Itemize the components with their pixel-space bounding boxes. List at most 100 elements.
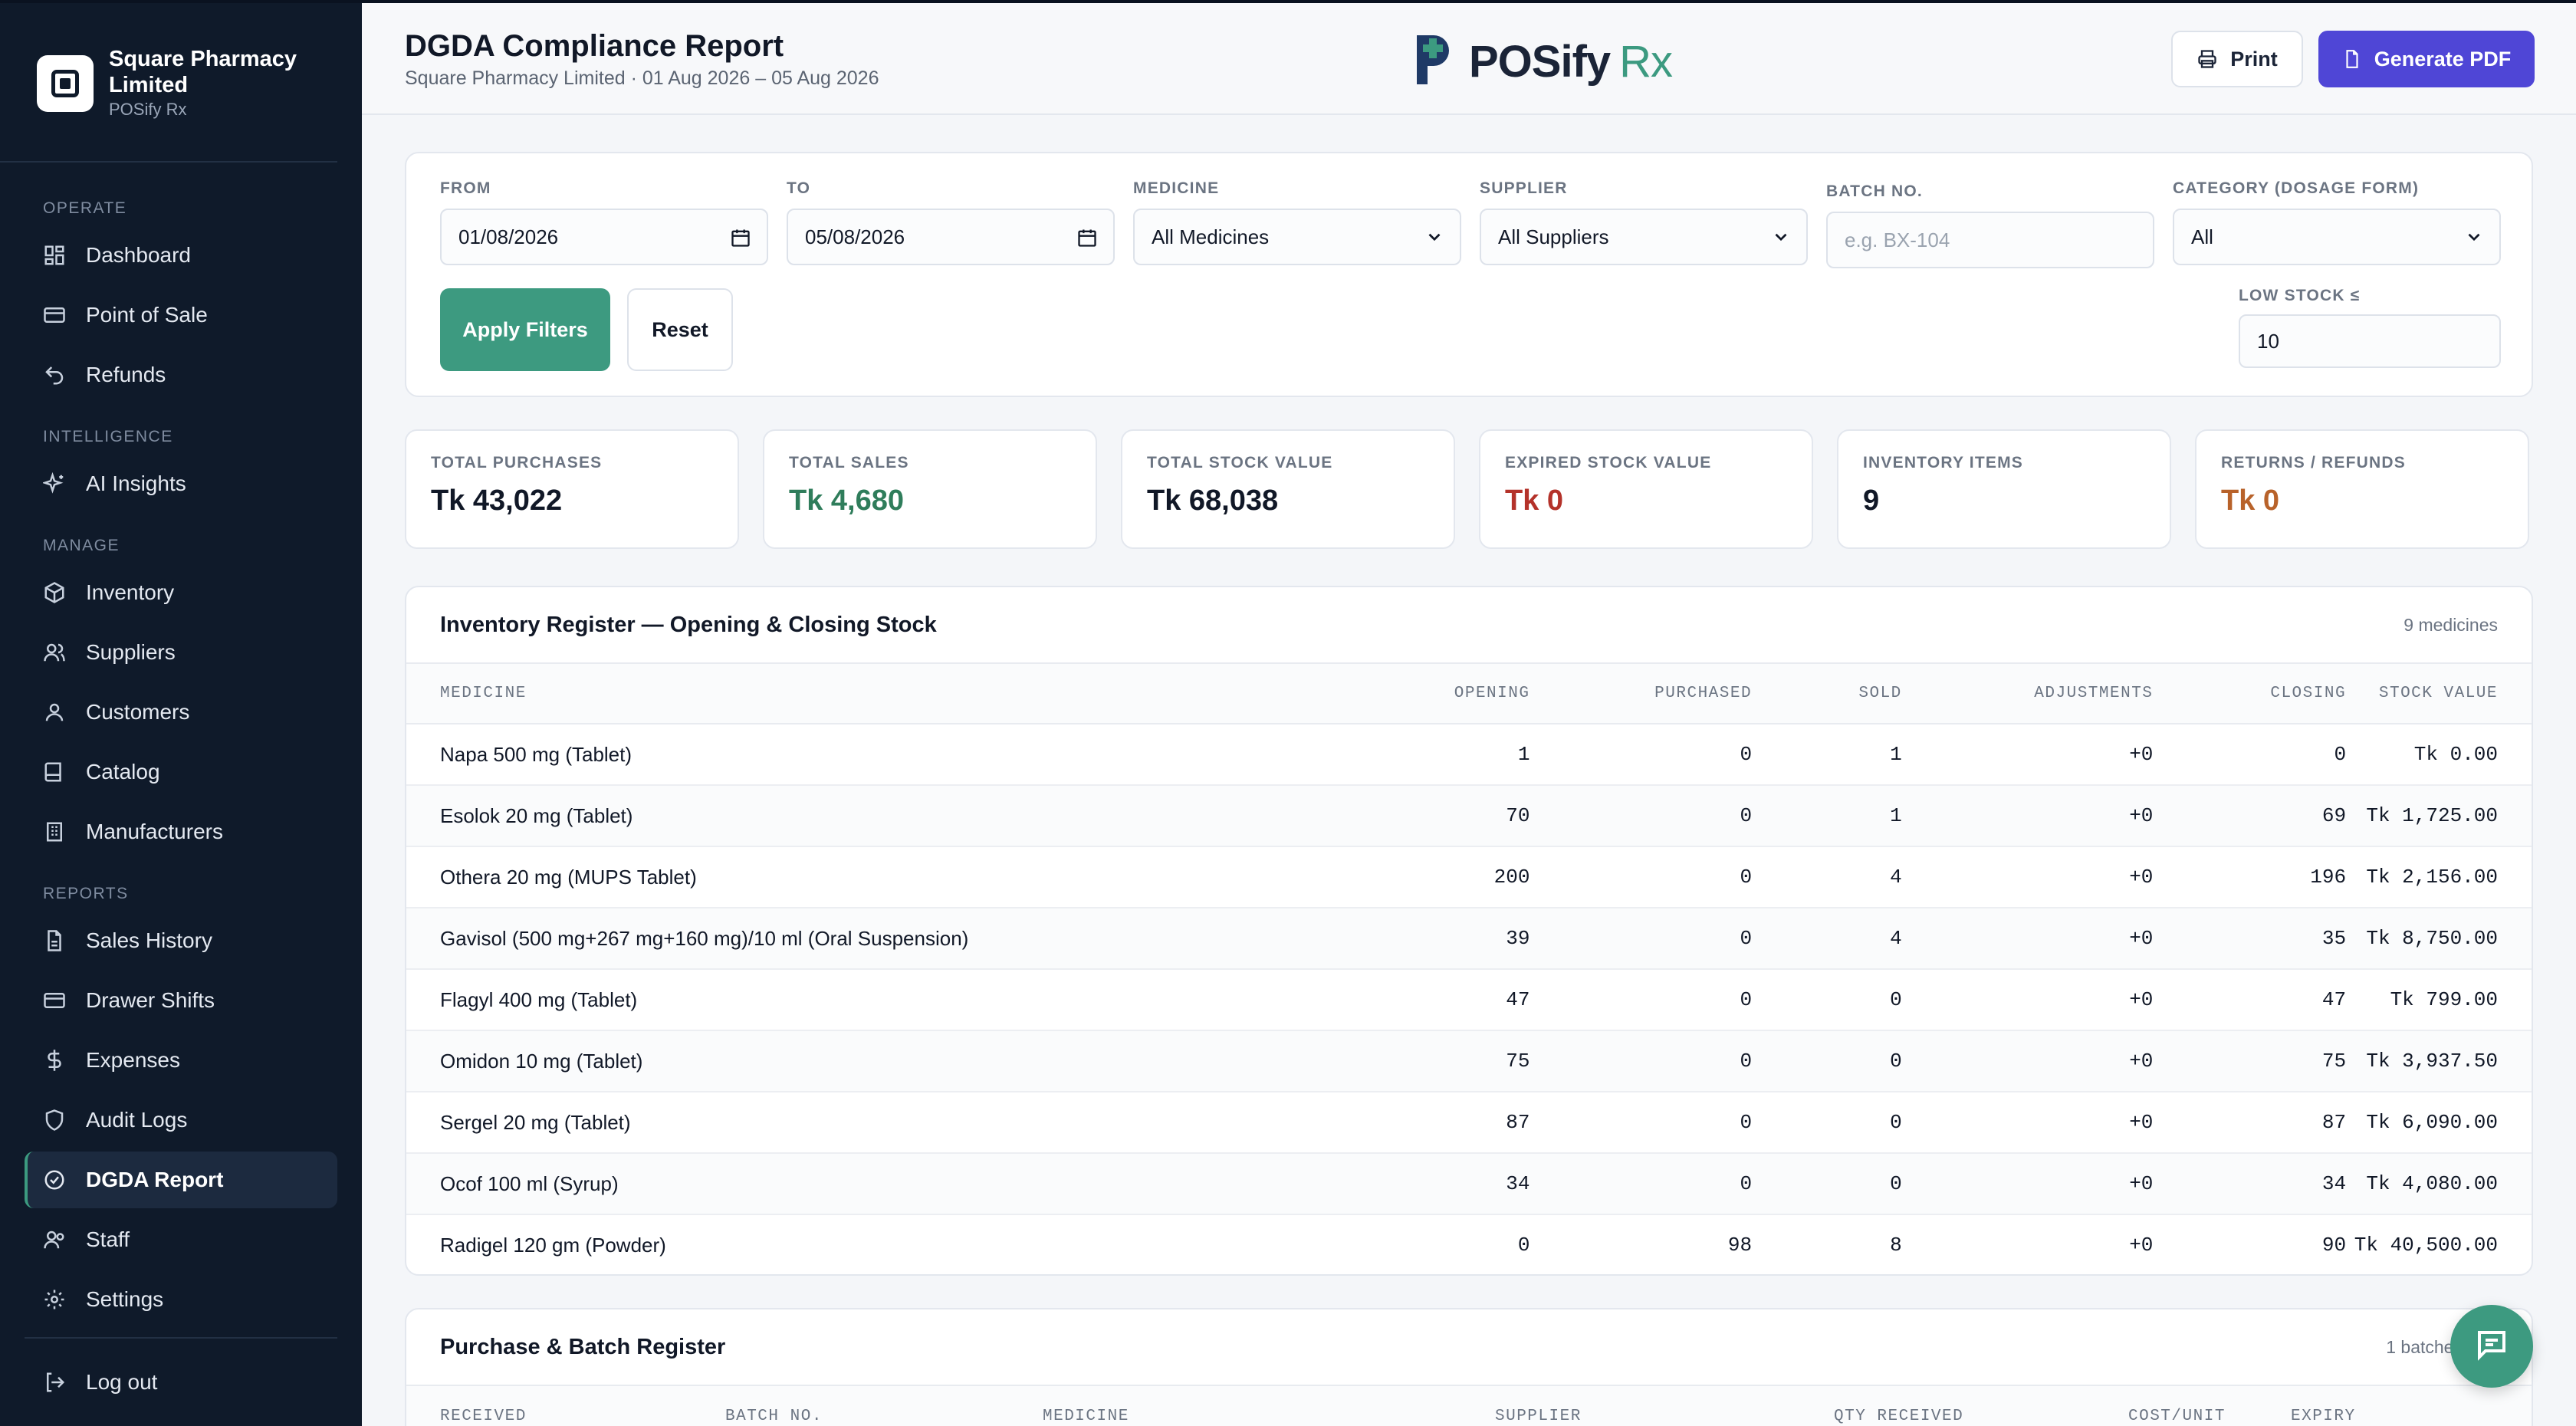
- value-cell: 75: [1349, 1030, 1530, 1092]
- value-cell: +0: [1901, 1092, 2154, 1154]
- stat-value: Tk 0: [2221, 485, 2280, 517]
- value-cell: 0: [1349, 1214, 1530, 1274]
- batch-input[interactable]: e.g. BX-104: [1826, 212, 2154, 268]
- logout-button[interactable]: Log out: [25, 1354, 337, 1411]
- low-stock-input[interactable]: 10: [2239, 314, 2501, 368]
- column-header[interactable]: COST/UNIT: [2128, 1408, 2226, 1425]
- value-cell: 0: [1530, 846, 1753, 909]
- medicine-cell: Flagyl 400 mg (Tablet): [406, 969, 1349, 1031]
- value-cell: 4: [1752, 846, 1902, 909]
- medicine-cell: Gavisol (500 mg+267 mg+160 mg)/10 ml (Or…: [406, 908, 1349, 970]
- value-cell: 34: [2153, 1153, 2347, 1215]
- column-header[interactable]: PURCHASED: [1530, 664, 1753, 724]
- value-cell: Tk 6,090.00: [2346, 1092, 2532, 1154]
- value-cell: Tk 2,156.00: [2346, 846, 2532, 909]
- chevron-down-icon: [2464, 227, 2484, 247]
- reset-button[interactable]: Reset: [627, 288, 733, 371]
- value-cell: 1: [1349, 724, 1530, 786]
- sidebar-item-expenses[interactable]: Expenses: [25, 1032, 337, 1089]
- value-cell: 0: [1752, 1030, 1902, 1092]
- card-icon: [41, 302, 67, 328]
- inventory-table: MEDICINE OPENING PURCHASED SOLD ADJUSTME…: [406, 664, 2532, 1274]
- page-subtitle: Square Pharmacy Limited · 01 Aug 2026 – …: [405, 67, 879, 89]
- column-header[interactable]: OPENING: [1349, 664, 1530, 724]
- print-button[interactable]: Print: [2171, 31, 2303, 87]
- header: DGDA Compliance Report Square Pharmacy L…: [362, 0, 2576, 115]
- purchase-register-card: Purchase & Batch Register 1 batches · 98…: [405, 1308, 2533, 1426]
- column-header[interactable]: SOLD: [1752, 664, 1902, 724]
- stat-value: Tk 0: [1505, 485, 1564, 517]
- sidebar-item-sales-history[interactable]: Sales History: [25, 912, 337, 969]
- sidebar-item-refunds[interactable]: Refunds: [25, 347, 337, 403]
- drawer-icon: [41, 987, 67, 1014]
- medicine-cell: Othera 20 mg (MUPS Tablet): [406, 846, 1349, 909]
- column-header[interactable]: ADJUSTMENTS: [1901, 664, 2154, 724]
- column-header[interactable]: EXPIRY: [2291, 1408, 2356, 1425]
- from-date-input[interactable]: 01/08/2026: [440, 209, 768, 265]
- column-header[interactable]: RECEIVED: [440, 1408, 527, 1425]
- to-date-input[interactable]: 05/08/2026: [787, 209, 1115, 265]
- sparkle-icon: [41, 471, 67, 497]
- medicine-cell: Napa 500 mg (Tablet): [406, 724, 1349, 786]
- sidebar-item-suppliers[interactable]: Suppliers: [25, 624, 337, 681]
- value-cell: 0: [1530, 908, 1753, 970]
- sidebar-item-manufacturers[interactable]: Manufacturers: [25, 803, 337, 860]
- nav-section-operate: OPERATE: [43, 199, 127, 217]
- column-header[interactable]: MEDICINE: [406, 664, 1349, 724]
- nav-section-reports: REPORTS: [43, 885, 129, 902]
- generate-pdf-label: Generate PDF: [2374, 47, 2512, 71]
- shield-icon: [41, 1107, 67, 1133]
- value-cell: +0: [1901, 908, 2154, 970]
- column-header[interactable]: STOCK VALUE: [2346, 664, 2532, 724]
- sidebar-item-point-of-sale[interactable]: Point of Sale: [25, 287, 337, 343]
- generate-pdf-button[interactable]: Generate PDF: [2318, 31, 2535, 87]
- calendar-icon[interactable]: [1076, 227, 1098, 248]
- table-row: Ocof 100 ml (Syrup) 34 0 0 +0 34 Tk 4,080.00: [406, 1153, 2532, 1215]
- value-cell: Tk 1,725.00: [2346, 785, 2532, 847]
- sidebar-item-audit-logs[interactable]: Audit Logs: [25, 1092, 337, 1148]
- table-header-row: RECEIVED BATCH NO. MEDICINE SUPPLIER QTY…: [406, 1386, 2532, 1426]
- supplier-select[interactable]: All Suppliers: [1480, 209, 1808, 265]
- value-cell: 0: [2153, 724, 2347, 786]
- from-date-value: 01/08/2026: [458, 225, 559, 248]
- stat-card-inventory-items: INVENTORY ITEMS 9: [1837, 429, 2171, 549]
- sidebar-item-staff[interactable]: Staff: [25, 1211, 337, 1268]
- sidebar-item-dgda-report[interactable]: DGDA Report: [25, 1152, 337, 1208]
- value-cell: Tk 3,937.50: [2346, 1030, 2532, 1092]
- column-header[interactable]: QTY RECEIVED: [1834, 1408, 1964, 1425]
- value-cell: 0: [1530, 785, 1753, 847]
- medicine-select-value: All Medicines: [1152, 225, 1270, 248]
- sidebar-item-catalog[interactable]: Catalog: [25, 744, 337, 800]
- value-cell: 70: [1349, 785, 1530, 847]
- stat-label: RETURNS / REFUNDS: [2221, 454, 2406, 472]
- sidebar-item-ai-insights[interactable]: AI Insights: [25, 455, 337, 512]
- column-header[interactable]: SUPPLIER: [1495, 1408, 1582, 1425]
- staff-icon: [41, 1227, 67, 1253]
- logo-text: POSify: [1469, 37, 1611, 87]
- column-header[interactable]: BATCH NO.: [725, 1408, 823, 1425]
- printer-icon: [2196, 48, 2218, 70]
- medicine-select[interactable]: All Medicines: [1133, 209, 1461, 265]
- sidebar-item-drawer-shifts[interactable]: Drawer Shifts: [25, 972, 337, 1029]
- chat-button[interactable]: [2450, 1305, 2533, 1388]
- value-cell: Tk 799.00: [2346, 969, 2532, 1031]
- sidebar: Square Pharmacy Limited POSify Rx OPERAT…: [0, 0, 362, 1426]
- column-header[interactable]: MEDICINE: [1043, 1408, 1129, 1425]
- table-row: Radigel 120 gm (Powder) 0 98 8 +0 90 Tk 40,500…: [406, 1214, 2532, 1274]
- chevron-down-icon: [1424, 227, 1444, 247]
- category-select[interactable]: All: [2173, 209, 2501, 265]
- sidebar-item-customers[interactable]: Customers: [25, 684, 337, 741]
- sidebar-item-settings[interactable]: Settings: [25, 1271, 337, 1328]
- main: DGDA Compliance Report Square Pharmacy L…: [362, 0, 2576, 1426]
- sidebar-item-inventory[interactable]: Inventory: [25, 564, 337, 621]
- stat-label: TOTAL PURCHASES: [431, 454, 603, 472]
- value-cell: +0: [1901, 1153, 2154, 1215]
- value-cell: 34: [1349, 1153, 1530, 1215]
- value-cell: Tk 4,080.00: [2346, 1153, 2532, 1215]
- sidebar-item-dashboard[interactable]: Dashboard: [25, 227, 337, 284]
- users-icon: [41, 639, 67, 665]
- calendar-icon[interactable]: [730, 227, 751, 248]
- column-header[interactable]: CLOSING: [2153, 664, 2347, 724]
- brand: Square Pharmacy Limited POSify Rx: [0, 3, 337, 163]
- apply-filters-button[interactable]: Apply Filters: [440, 288, 610, 371]
